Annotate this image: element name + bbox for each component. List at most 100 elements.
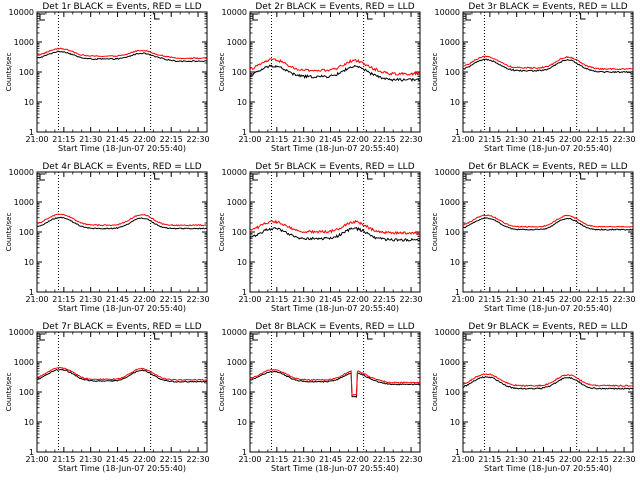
lld-series-line	[249, 368, 421, 396]
x-tick-label: 21:00	[238, 135, 261, 144]
y-axis-label: Counts/sec	[431, 53, 439, 92]
lld-series-line	[462, 373, 634, 387]
lld-series-line	[249, 219, 421, 236]
x-tick-label: 21:00	[451, 135, 474, 144]
x-axis-label: Start Time (18-Jun-07 20:55:40)	[58, 304, 186, 313]
x-tick-label: 21:00	[238, 295, 261, 304]
detector-panel-2: Det 2r BLACK = Events, RED = LLD 1 10 100 10…	[213, 0, 426, 160]
panel-title: Det 4r BLACK = Events, RED = LLD	[42, 162, 201, 172]
x-axis-label: Start Time (18-Jun-07 20:55:40)	[58, 464, 186, 473]
x-tick-label: 21:30	[292, 295, 315, 304]
events-series-line	[249, 226, 421, 242]
plot-frame	[36, 11, 208, 133]
panel-5-svg: Det 5r BLACK = Events, RED = LLD 1 10 100 10…	[218, 162, 423, 313]
x-tick-label: 21:30	[505, 135, 528, 144]
y-tick-label: 1000	[227, 38, 247, 47]
bracket-icon	[39, 173, 45, 181]
detector-panel-9: Det 9r BLACK = Events, RED = LLD 1 10 100 10…	[426, 320, 639, 480]
y-tick-label: 100	[232, 228, 247, 237]
flag-icon	[580, 13, 586, 20]
x-tick-label: 22:15	[586, 135, 609, 144]
x-tick-label: 21:30	[505, 295, 528, 304]
x-tick-label: 22:00	[346, 455, 369, 464]
panel-4-svg: Det 4r BLACK = Events, RED = LLD 1 10 100 10…	[5, 162, 210, 313]
y-tick-label: 100	[232, 388, 247, 397]
y-tick-label: 1	[242, 448, 247, 457]
y-tick-label: 1000	[14, 38, 34, 47]
lld-series-line	[36, 47, 208, 60]
detector-panel-6: Det 6r BLACK = Events, RED = LLD 1 10 100 10…	[426, 160, 639, 320]
detector-panel-8: Det 8r BLACK = Events, RED = LLD 1 10 100 10…	[213, 320, 426, 480]
x-tick-label: 21:00	[451, 295, 474, 304]
y-tick-label: 10	[237, 98, 247, 107]
panel-title: Det 2r BLACK = Events, RED = LLD	[255, 2, 414, 12]
x-tick-label: 22:15	[586, 455, 609, 464]
bracket-icon	[39, 13, 45, 21]
x-tick-label: 21:45	[532, 295, 555, 304]
y-tick-label: 10	[450, 418, 460, 427]
x-tick-label: 21:00	[238, 455, 261, 464]
bracket-icon	[252, 173, 258, 181]
x-axis-label: Start Time (18-Jun-07 20:55:40)	[484, 464, 612, 473]
y-tick-label: 10	[237, 418, 247, 427]
y-axis-label: Counts/sec	[5, 213, 13, 252]
x-tick-label: 21:15	[478, 295, 501, 304]
y-tick-label: 1000	[14, 198, 34, 207]
x-tick-label: 21:15	[265, 295, 288, 304]
panel-title: Det 5r BLACK = Events, RED = LLD	[255, 162, 414, 172]
flag-icon	[367, 13, 373, 20]
x-tick-label: 21:30	[292, 135, 315, 144]
detector-panel-7: Det 7r BLACK = Events, RED = LLD 1 10 100 10…	[0, 320, 213, 480]
x-tick-label: 21:30	[292, 455, 315, 464]
x-tick-label: 21:00	[25, 455, 48, 464]
x-tick-label: 21:15	[265, 135, 288, 144]
x-tick-label: 22:00	[133, 295, 156, 304]
y-axis-label: Counts/sec	[218, 53, 226, 92]
events-series-line	[462, 217, 634, 231]
x-axis-label: Start Time (18-Jun-07 20:55:40)	[271, 304, 399, 313]
x-tick-label: 22:15	[160, 295, 183, 304]
x-tick-label: 21:45	[319, 455, 342, 464]
x-axis-label: Start Time (18-Jun-07 20:55:40)	[58, 144, 186, 153]
x-tick-label: 22:30	[400, 135, 423, 144]
y-tick-label: 1	[29, 448, 34, 457]
plot-frame	[462, 171, 634, 293]
panel-title: Det 7r BLACK = Events, RED = LLD	[42, 322, 201, 332]
y-tick-label: 100	[19, 388, 34, 397]
flag-icon	[154, 173, 160, 180]
x-tick-label: 22:00	[346, 295, 369, 304]
y-tick-label: 1	[455, 128, 460, 137]
lld-series-line	[36, 366, 208, 382]
x-tick-label: 22:00	[559, 135, 582, 144]
y-tick-label: 100	[445, 388, 460, 397]
detector-panel-1: Det 1r BLACK = Events, RED = LLD 1 10 100 10…	[0, 0, 213, 160]
panel-3-svg: Det 3r BLACK = Events, RED = LLD 1 10 100 10…	[431, 2, 636, 153]
events-series-line	[462, 375, 634, 390]
x-tick-label: 22:30	[613, 135, 636, 144]
y-tick-label: 10	[450, 258, 460, 267]
x-tick-label: 22:30	[613, 295, 636, 304]
y-tick-label: 10000	[222, 8, 247, 17]
y-tick-label: 100	[445, 228, 460, 237]
y-tick-label: 10	[450, 98, 460, 107]
y-tick-label: 10000	[9, 328, 34, 337]
x-tick-label: 21:00	[25, 295, 48, 304]
events-series-line	[249, 64, 421, 82]
y-tick-label: 10	[24, 98, 34, 107]
detector-panel-3: Det 3r BLACK = Events, RED = LLD 1 10 100 10…	[426, 0, 639, 160]
y-tick-label: 1	[242, 288, 247, 297]
x-axis-label: Start Time (18-Jun-07 20:55:40)	[271, 464, 399, 473]
x-tick-label: 22:15	[160, 455, 183, 464]
y-axis-label: Counts/sec	[218, 213, 226, 252]
y-tick-label: 1000	[440, 358, 460, 367]
panel-6-svg: Det 6r BLACK = Events, RED = LLD 1 10 100 10…	[431, 162, 636, 313]
lld-series-line	[36, 213, 208, 227]
y-tick-label: 100	[19, 68, 34, 77]
x-tick-label: 21:15	[52, 295, 75, 304]
detector-panel-4: Det 4r BLACK = Events, RED = LLD 1 10 100 10…	[0, 160, 213, 320]
x-tick-label: 22:15	[586, 295, 609, 304]
bracket-icon	[39, 333, 45, 341]
x-tick-label: 22:30	[187, 455, 210, 464]
y-tick-label: 1	[242, 128, 247, 137]
